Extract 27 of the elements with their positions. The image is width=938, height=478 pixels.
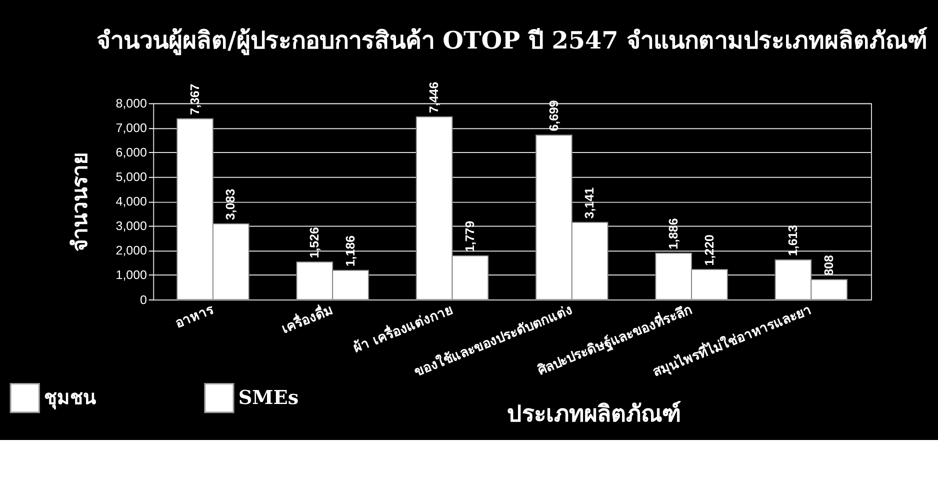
y-tick-label: 3,000 bbox=[116, 219, 148, 234]
text: 1,186 bbox=[343, 235, 358, 267]
y-axis-title: จำนวนราย bbox=[67, 152, 92, 252]
y-tick-label: 1,000 bbox=[116, 268, 148, 282]
text: 6,699 bbox=[546, 100, 561, 132]
text: 1,886 bbox=[666, 218, 680, 250]
y-tick-label: 7,000 bbox=[116, 121, 148, 136]
x-axis-title: ประเภทผลิตภัณฑ์ bbox=[506, 400, 681, 428]
x-tick-label: อาหาร bbox=[172, 302, 217, 332]
text: 1,220 bbox=[702, 234, 716, 266]
text: 3,083 bbox=[224, 188, 238, 220]
text: 1,613 bbox=[786, 224, 800, 256]
text: 1,526 bbox=[307, 227, 322, 258]
y-tick-label: 5,000 bbox=[116, 170, 148, 184]
text: 808 bbox=[822, 255, 836, 276]
legend-label: ชุมชน bbox=[44, 386, 96, 410]
text: 7,367 bbox=[188, 84, 202, 115]
y-tick-label: 8,000 bbox=[116, 96, 148, 111]
legend-label: SMEs bbox=[238, 386, 299, 409]
text: 7,446 bbox=[427, 82, 442, 113]
y-tick-label: 6,000 bbox=[116, 146, 148, 160]
text: 1,779 bbox=[463, 220, 478, 252]
y-tick-label: 4,000 bbox=[116, 194, 148, 209]
text: 3,141 bbox=[582, 187, 597, 219]
chart-title: จำนวนผู้ผลิต/ผู้ประกอบการสินค้า OTOP ปี 2547 จำแนกตามประเภทผลิตภัณฑ์ bbox=[96, 26, 928, 56]
y-tick-label: 0 bbox=[140, 292, 147, 307]
y-tick-label: 2,000 bbox=[116, 244, 148, 258]
